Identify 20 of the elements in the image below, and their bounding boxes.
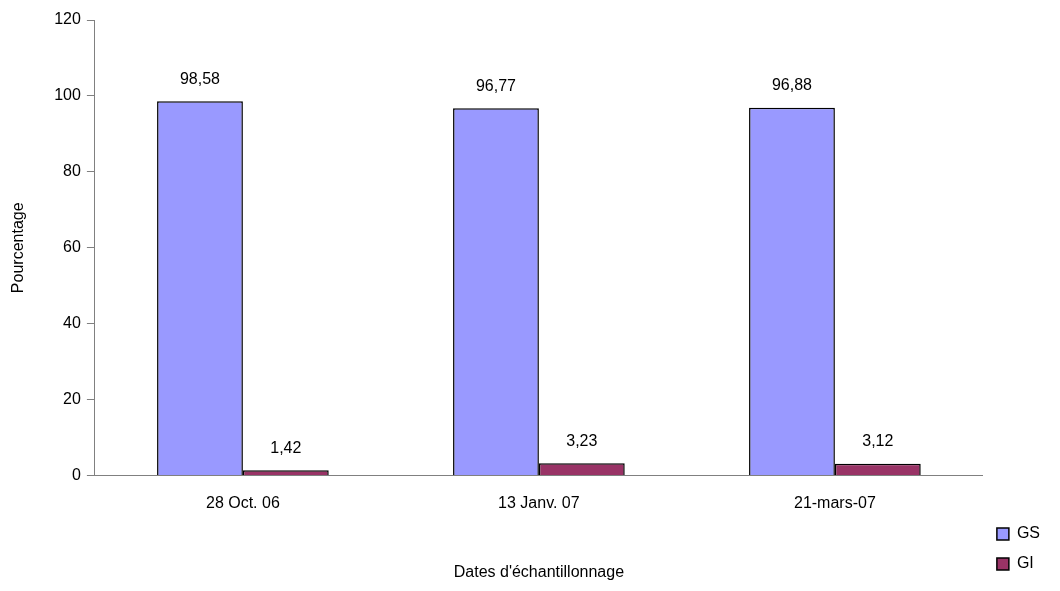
y-axis-title: Pourcentage	[9, 202, 27, 294]
x-tick-label: 13 Janv. 07	[498, 493, 580, 511]
y-tick-label: 60	[63, 238, 81, 256]
legend-label: GI	[1016, 554, 1034, 572]
y-tick-label: 40	[63, 314, 81, 332]
y-tick-label: 120	[54, 10, 81, 28]
x-axis-title: Dates d'échantillonnage	[453, 562, 625, 580]
data-label: 3,12	[862, 432, 894, 450]
data-label: 96,88	[771, 76, 813, 94]
y-tick-label: 0	[71, 466, 81, 484]
data-label: 96,77	[475, 76, 517, 94]
y-tick-label: 80	[63, 162, 81, 180]
data-label: 1,42	[270, 438, 302, 456]
x-tick-label: 28 Oct. 06	[205, 493, 280, 511]
legend-label: GS	[1016, 524, 1041, 542]
y-tick-label: 20	[63, 390, 81, 408]
x-tick-label: 21-mars-07	[793, 493, 876, 511]
data-label: 3,23	[566, 431, 598, 449]
y-tick-label: 100	[54, 86, 81, 104]
data-label: 98,58	[179, 69, 221, 87]
